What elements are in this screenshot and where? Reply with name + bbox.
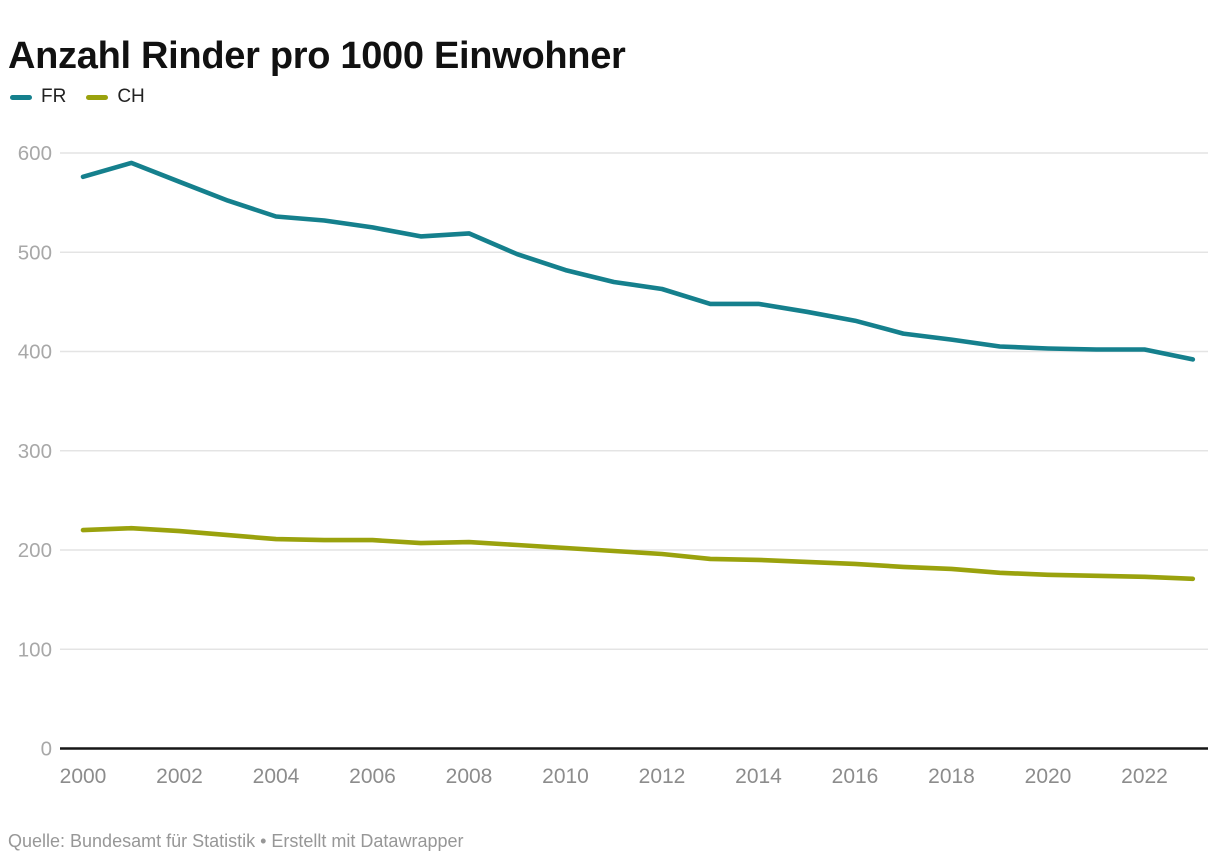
legend-label-ch: CH: [117, 86, 145, 107]
x-tick-label-2022: 2022: [1121, 765, 1168, 788]
x-tick-label-2010: 2010: [542, 765, 589, 788]
legend-item-fr: FR: [10, 86, 66, 108]
y-tick-label-200: 200: [18, 539, 52, 562]
x-tick-label-2016: 2016: [832, 765, 879, 788]
x-tick-label-2012: 2012: [639, 765, 686, 788]
x-tick-label-2020: 2020: [1025, 765, 1072, 788]
y-tick-label-100: 100: [18, 638, 52, 661]
y-tick-label-300: 300: [18, 440, 52, 463]
legend-item-ch: CH: [86, 86, 145, 108]
y-tick-label-400: 400: [18, 341, 52, 364]
x-tick-label-2006: 2006: [349, 765, 396, 788]
y-tick-label-500: 500: [18, 241, 52, 264]
x-tick-label-2018: 2018: [928, 765, 975, 788]
series-line-ch: [80, 525, 1196, 582]
x-tick-label-2002: 2002: [156, 765, 203, 788]
ch-line-swatch-icon: [86, 94, 109, 100]
fr-line-swatch-icon: [10, 94, 32, 100]
legend-label-fr: FR: [41, 86, 67, 107]
y-tick-label-600: 600: [18, 142, 52, 165]
x-tick-label-2004: 2004: [253, 765, 300, 788]
legend: FR CH: [10, 86, 145, 108]
chart-title: Anzahl Rinder pro 1000 Einwohner: [8, 35, 626, 78]
series-line-fr: [80, 160, 1196, 362]
y-tick-label-0: 0: [41, 738, 52, 761]
x-tick-label-2000: 2000: [60, 765, 107, 788]
x-tick-label-2014: 2014: [735, 765, 782, 788]
source-attribution: Quelle: Bundesamt für Statistik • Erstel…: [8, 831, 464, 851]
x-tick-label-2008: 2008: [446, 765, 493, 788]
